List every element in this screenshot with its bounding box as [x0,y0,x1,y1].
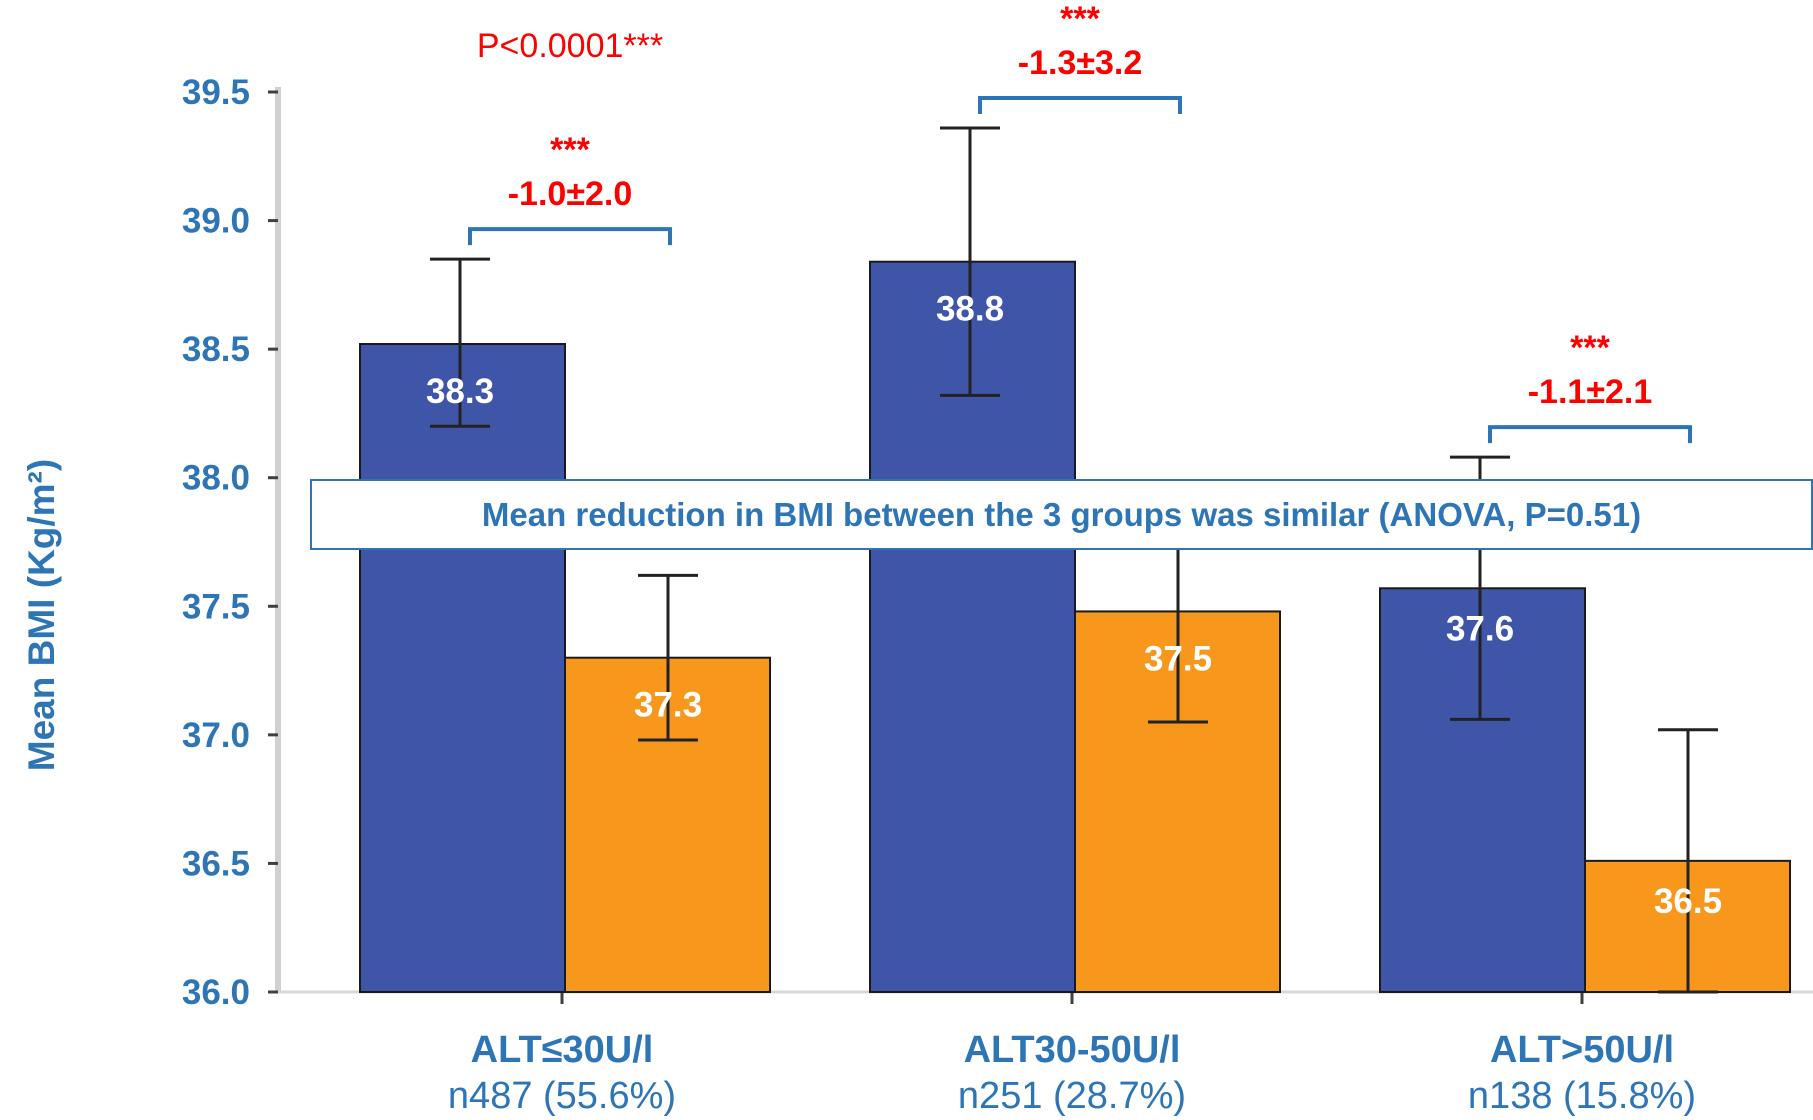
bar-value-label: 36.5 [1654,882,1722,921]
bar-value-label: 37.6 [1446,609,1514,648]
bar [1379,587,1586,993]
y-tick-label: 37.5 [182,587,250,626]
change-label: -1.3±3.2 [1018,44,1143,82]
significance-stars: *** [1060,0,1100,38]
category-n-label: n487 (55.6%) [448,1075,676,1117]
y-tick-label: 39.0 [182,202,250,241]
y-tick-label: 36.5 [182,844,250,883]
y-tick-label: 39.5 [182,73,250,112]
bar-value-label: 37.3 [634,686,702,725]
category-n-label: n251 (28.7%) [958,1075,1186,1117]
significance-annotations: -1.0±2.0 *** -1.3±3.2 *** -1.1±2.1 *** P<0.000… [468,0,1692,444]
category-label: ALT30-50U/l [964,1029,1181,1071]
bar-value-label: 38.8 [936,290,1004,329]
y-tick-label: 36.0 [182,973,250,1012]
bar-value-label: 37.5 [1144,639,1212,678]
y-tick-label: 37.0 [182,716,250,755]
overall-p-value: P<0.0001*** [477,27,663,65]
change-label: -1.0±2.0 [508,175,633,213]
bar [359,343,566,993]
bar [869,260,1076,993]
y-tick-label: 38.5 [182,330,250,369]
category-label: ALT≤30U/l [471,1029,654,1071]
axes: 36.0 36.5 37.0 37.5 38.0 38.5 39.0 39.5 Mean BMI… [21,73,1813,1012]
bars [359,260,1791,994]
comparison-bracket [1488,425,1692,444]
comparison-bracket [978,96,1182,114]
bar-value-labels: 38.3 37.3 38.8 37.5 37.6 36.5 [426,290,1722,921]
comparison-bracket [468,227,672,246]
y-axis-title: Mean BMI (Kg/m²) [21,459,62,771]
category-label: ALT>50U/l [1490,1029,1674,1071]
category-n-label: n138 (15.8%) [1468,1075,1696,1117]
bar-value-label: 38.3 [426,372,494,411]
significance-stars: *** [1570,329,1610,367]
y-tick-label: 38.0 [182,459,250,498]
anova-note: Mean reduction in BMI between the 3 grou… [310,479,1813,550]
error-bars [430,126,1718,994]
change-label: -1.1±2.1 [1528,373,1653,411]
significance-stars: *** [550,131,590,169]
